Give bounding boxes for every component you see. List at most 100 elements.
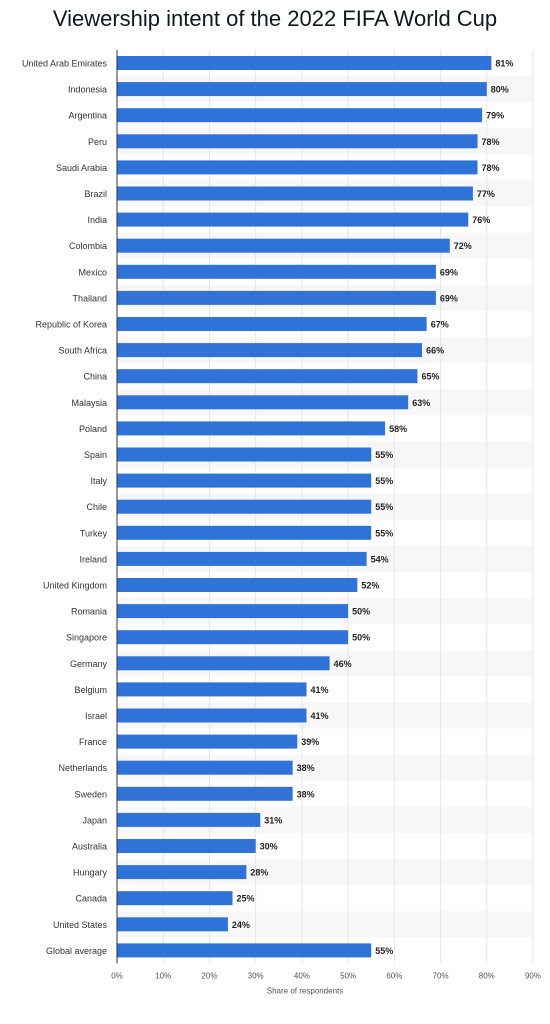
category-label: Global average xyxy=(46,946,107,956)
category-label: Singapore xyxy=(66,633,107,643)
category-label: South Africa xyxy=(58,346,107,356)
value-label: 50% xyxy=(352,607,370,617)
value-label: 30% xyxy=(260,842,278,852)
bar xyxy=(117,56,492,70)
bar xyxy=(117,786,293,801)
category-label: Ireland xyxy=(79,554,107,564)
bars xyxy=(117,56,492,958)
value-label: 72% xyxy=(454,241,472,251)
bar xyxy=(117,238,450,253)
category-label: Argentina xyxy=(68,111,107,121)
bar xyxy=(117,212,469,227)
bar xyxy=(117,421,386,436)
value-label: 38% xyxy=(297,789,315,799)
category-label: Mexico xyxy=(78,267,107,277)
bar xyxy=(117,604,349,619)
value-label: 55% xyxy=(375,528,393,538)
value-label: 41% xyxy=(311,711,329,721)
chart-title: Viewership intent of the 2022 FIFA World… xyxy=(52,6,498,31)
bar xyxy=(117,734,298,749)
bar xyxy=(117,760,293,775)
value-label: 81% xyxy=(495,59,513,69)
bar xyxy=(117,134,478,149)
category-label: Poland xyxy=(79,424,107,434)
value-label: 38% xyxy=(297,763,315,773)
category-label: India xyxy=(87,215,107,225)
category-label: Hungary xyxy=(73,868,108,878)
value-label: 78% xyxy=(482,163,500,173)
value-label: 66% xyxy=(426,346,444,356)
category-label: France xyxy=(79,737,107,747)
value-label: 79% xyxy=(486,111,504,121)
bar xyxy=(117,891,233,906)
value-label: 78% xyxy=(482,137,500,147)
value-label: 69% xyxy=(440,267,458,277)
value-labels: 81% 80% 79% 78% 78% 77% 76% 72% 69% 69% 67% 66% 65% 6… xyxy=(232,59,513,956)
value-label: 41% xyxy=(311,685,329,695)
category-label: Turkey xyxy=(80,528,108,538)
category-label: United Kingdom xyxy=(43,581,107,591)
value-label: 55% xyxy=(375,502,393,512)
bar xyxy=(117,839,256,853)
category-label: Thailand xyxy=(72,293,107,303)
category-label: Indonesia xyxy=(68,85,107,95)
bar xyxy=(117,160,478,175)
value-label: 76% xyxy=(472,215,490,225)
value-label: 77% xyxy=(477,189,495,199)
category-labels: United Arab Emirates Indonesia Argentina Pe… xyxy=(22,59,108,956)
category-label: Saudi Arabia xyxy=(56,163,107,173)
bar xyxy=(117,630,349,645)
value-label: 55% xyxy=(375,476,393,486)
category-label: United Arab Emirates xyxy=(22,59,108,69)
bar xyxy=(117,865,247,880)
category-label: Spain xyxy=(84,450,107,460)
x-tick-label: 0% xyxy=(111,971,123,980)
bar xyxy=(117,264,436,279)
category-label: Brazil xyxy=(84,189,107,199)
bar xyxy=(117,108,483,123)
x-tick-label: 60% xyxy=(386,971,402,980)
x-tick-label: 20% xyxy=(201,971,217,980)
value-label: 67% xyxy=(431,320,449,330)
bar xyxy=(117,551,367,566)
x-tick-label: 70% xyxy=(433,971,449,980)
bar xyxy=(117,369,418,384)
x-tick-label: 40% xyxy=(294,971,310,980)
value-label: 58% xyxy=(389,424,407,434)
x-tick-label: 80% xyxy=(479,971,495,980)
x-tick-label: 30% xyxy=(248,971,264,980)
bar xyxy=(117,473,372,488)
bar xyxy=(117,499,372,514)
bar xyxy=(117,917,228,932)
value-label: 52% xyxy=(361,581,379,591)
category-label: Malaysia xyxy=(71,398,107,408)
value-label: 54% xyxy=(371,554,389,564)
value-label: 24% xyxy=(232,920,250,930)
category-label: Belgium xyxy=(74,685,107,695)
category-label: Japan xyxy=(82,815,107,825)
bar xyxy=(117,943,372,958)
category-label: Canada xyxy=(75,894,107,904)
x-tick-labels: 0% 10% 20% 30% 40% 50% 60% 70% 80% 90% xyxy=(111,971,541,980)
value-label: 55% xyxy=(375,946,393,956)
category-label: Romania xyxy=(71,607,107,617)
bar xyxy=(117,343,423,358)
category-label: Israel xyxy=(85,711,107,721)
value-label: 69% xyxy=(440,293,458,303)
category-label: Peru xyxy=(88,137,107,147)
bar xyxy=(117,525,372,540)
bar xyxy=(117,317,427,331)
bar xyxy=(117,656,330,671)
value-label: 55% xyxy=(375,450,393,460)
category-label: Colombia xyxy=(69,241,107,251)
value-label: 31% xyxy=(264,815,282,825)
x-tick-label: 90% xyxy=(525,971,541,980)
value-label: 65% xyxy=(421,372,439,382)
category-label: Italy xyxy=(90,476,107,486)
value-label: 25% xyxy=(237,894,255,904)
category-label: Germany xyxy=(70,659,108,669)
bar xyxy=(117,447,372,462)
value-label: 80% xyxy=(491,85,509,95)
value-label: 28% xyxy=(250,868,268,878)
